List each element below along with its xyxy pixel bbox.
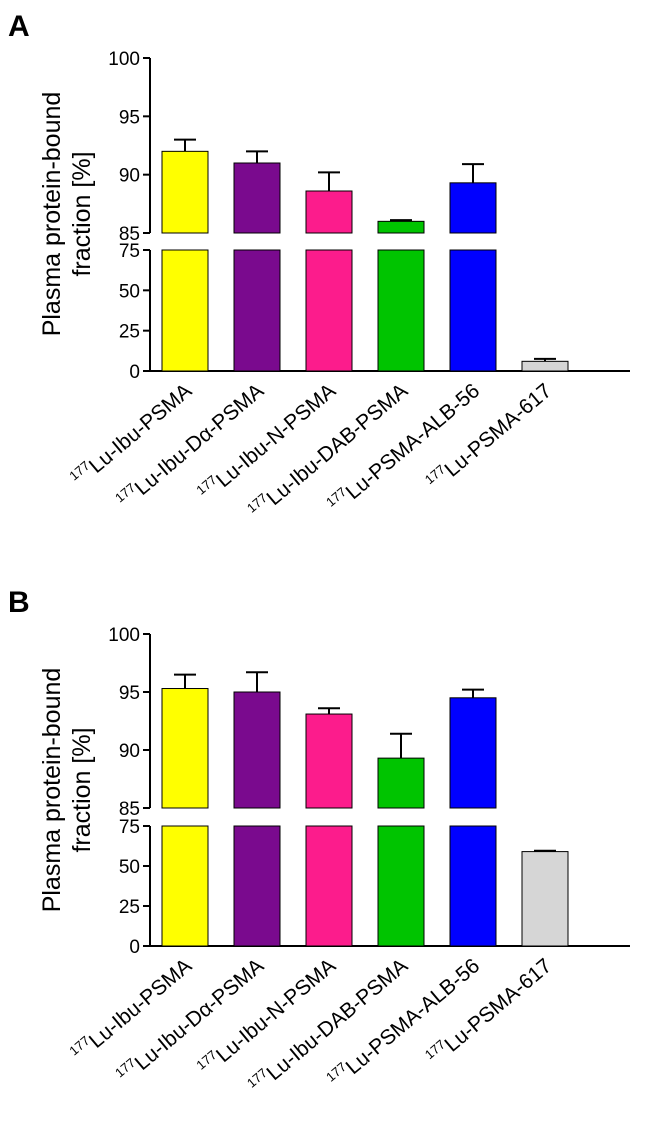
bar-lower-segment <box>449 249 497 372</box>
panel-label: A <box>8 10 30 43</box>
x-tick-label-text: Lu-Ibu-N-PSMA <box>212 379 340 492</box>
bar-upper-segment <box>305 190 353 234</box>
bar-upper-segment <box>305 713 353 809</box>
chart-panel-a: A Plasma protein-boundfraction [%] 85 90 95 1… <box>8 10 630 516</box>
y-axis-title: Plasma protein-boundfraction [%] <box>38 92 96 337</box>
y-tick-label: 25 <box>119 322 140 343</box>
y-tick-label: 90 <box>119 741 140 762</box>
y-tick-label: 85 <box>119 224 140 245</box>
bar-lower-segment <box>233 825 281 947</box>
bar-upper-segment <box>233 162 281 234</box>
y-axis-title-line1: Plasma protein-bound <box>38 668 66 913</box>
panel-label: B <box>8 586 30 619</box>
bar-lower-segment <box>233 249 281 372</box>
bar-lower-segment <box>305 825 353 947</box>
bar-upper-segment <box>233 691 281 809</box>
bar <box>521 851 569 947</box>
bar-lower-segment <box>449 825 497 947</box>
y-tick-label: 85 <box>119 799 140 820</box>
y-axis-title-line2: fraction [%] <box>68 151 96 276</box>
y-tick-label: 100 <box>108 49 140 70</box>
y-tick-label: 25 <box>119 897 140 918</box>
bar-lower-segment <box>377 249 425 372</box>
y-tick-label: 0 <box>129 937 140 958</box>
x-tick-label: 177Lu-PSMA-617 <box>422 377 556 496</box>
bar-lower-segment <box>161 249 209 372</box>
y-tick-label: 50 <box>119 857 140 878</box>
bar-upper-segment <box>449 182 497 234</box>
y-tick-label: 0 <box>129 362 140 383</box>
y-axis-title-line2: fraction [%] <box>68 727 96 852</box>
bar-upper-segment <box>161 150 209 234</box>
x-tick-label: 177Lu-Ibu-PSMA <box>66 952 196 1067</box>
bar-upper-segment <box>449 697 497 809</box>
y-tick-label: 75 <box>119 241 140 262</box>
y-tick-label: 90 <box>119 166 140 187</box>
bar-lower-segment <box>305 249 353 372</box>
x-tick-label-text: Lu-Ibu-N-PSMA <box>212 954 340 1067</box>
x-tick-label: 177Lu-PSMA-617 <box>422 952 556 1071</box>
bar-upper-segment <box>377 757 425 809</box>
y-axis-title: Plasma protein-boundfraction [%] <box>38 668 96 913</box>
bar-lower-segment <box>377 825 425 947</box>
bar-upper-segment <box>377 220 425 234</box>
y-tick-label: 50 <box>119 281 140 302</box>
y-tick-label: 95 <box>119 683 140 704</box>
bar-lower-segment <box>161 825 209 947</box>
bar <box>521 360 569 372</box>
y-tick-label: 75 <box>119 817 140 838</box>
chart-panel-b: B Plasma protein-boundfraction [%] 85 90 95 1… <box>8 586 630 1091</box>
y-tick-label: 100 <box>108 625 140 646</box>
x-tick-label-text: Lu-PSMA-ALB-56 <box>342 954 485 1079</box>
x-tick-label-text: Lu-PSMA-ALB-56 <box>342 379 485 504</box>
bar-upper-segment <box>161 688 209 809</box>
y-tick-label: 95 <box>119 107 140 128</box>
x-tick-label: 177Lu-Ibu-PSMA <box>66 377 196 492</box>
y-axis-title-line1: Plasma protein-bound <box>38 92 66 337</box>
